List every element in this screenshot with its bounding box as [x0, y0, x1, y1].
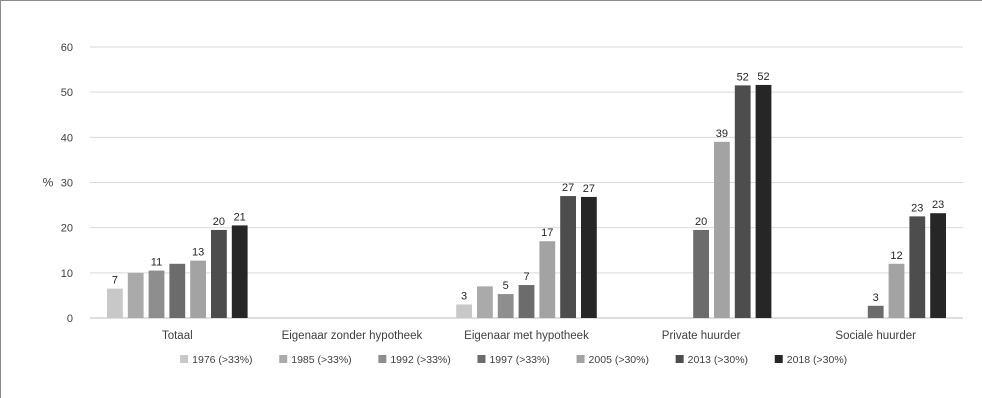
- category-label: Sociale huurder: [835, 330, 916, 342]
- data-label: 11: [151, 257, 162, 269]
- data-label: 13: [192, 247, 204, 259]
- data-label: 3: [873, 292, 879, 304]
- bar: [518, 285, 535, 318]
- data-label: 52: [757, 71, 769, 83]
- y-tick-label: 50: [61, 87, 73, 99]
- bar: [560, 196, 576, 318]
- y-tick-label: 0: [67, 313, 73, 325]
- bar: [477, 286, 493, 318]
- bar: [867, 305, 884, 318]
- bar: [497, 294, 514, 318]
- data-label: 5: [503, 280, 509, 292]
- data-label: 39: [716, 128, 728, 140]
- y-tick-label: 60: [61, 42, 73, 54]
- bar: [930, 213, 946, 318]
- y-tick-label: 30: [61, 178, 73, 190]
- y-tick-label: 20: [61, 223, 73, 235]
- category-label: Eigenaar met hypotheek: [464, 330, 589, 342]
- legend-swatch: [576, 355, 585, 363]
- legend-swatch: [378, 355, 387, 363]
- bar: [714, 141, 730, 318]
- bar: [456, 304, 472, 318]
- data-label: 23: [932, 199, 944, 211]
- legend-label: 1985 (>33%): [291, 354, 351, 366]
- category-label: Eigenaar zonder hypotheek: [282, 330, 423, 342]
- data-label: 27: [583, 183, 595, 195]
- bar: [909, 216, 926, 318]
- legend-label: 1992 (>33%): [390, 354, 450, 366]
- bar: [169, 263, 186, 318]
- y-tick-label: 40: [61, 132, 73, 144]
- bar: [107, 288, 123, 318]
- bar: [888, 263, 905, 318]
- bar: [734, 85, 751, 319]
- data-label: 21: [234, 211, 246, 223]
- data-label: 20: [695, 216, 707, 228]
- legend-label: 1976 (>33%): [192, 354, 252, 366]
- y-tick-label: 10: [61, 268, 73, 280]
- data-label: 27: [562, 182, 574, 194]
- data-label: 7: [112, 275, 118, 287]
- bar: [539, 241, 556, 318]
- data-label: 12: [890, 250, 902, 262]
- category-label: Totaal: [162, 330, 193, 342]
- legend-swatch: [477, 355, 486, 363]
- bar: [755, 84, 772, 318]
- data-label: 7: [523, 271, 529, 283]
- bar: [190, 260, 206, 318]
- y-axis-label: %: [43, 176, 54, 190]
- legend-label: 2005 (>30%): [589, 354, 649, 366]
- legend-swatch: [774, 355, 783, 363]
- legend-swatch: [675, 355, 684, 363]
- legend-swatch: [279, 355, 288, 363]
- legend-label: 2018 (>30%): [787, 354, 847, 366]
- data-label: 23: [911, 202, 923, 214]
- data-label: 52: [737, 71, 749, 83]
- bar: [693, 229, 709, 318]
- data-label: 17: [541, 227, 553, 239]
- bar: [148, 270, 165, 318]
- data-label: 20: [213, 216, 225, 228]
- bar: [231, 225, 248, 318]
- data-label: 3: [461, 290, 467, 302]
- legend-label: 2013 (>30%): [688, 354, 748, 366]
- legend-label: 1997 (>33%): [489, 354, 549, 366]
- bar: [211, 229, 227, 318]
- legend-swatch: [180, 355, 189, 363]
- bar: [127, 272, 144, 318]
- bar: [581, 196, 597, 318]
- category-label: Private huurder: [662, 330, 741, 342]
